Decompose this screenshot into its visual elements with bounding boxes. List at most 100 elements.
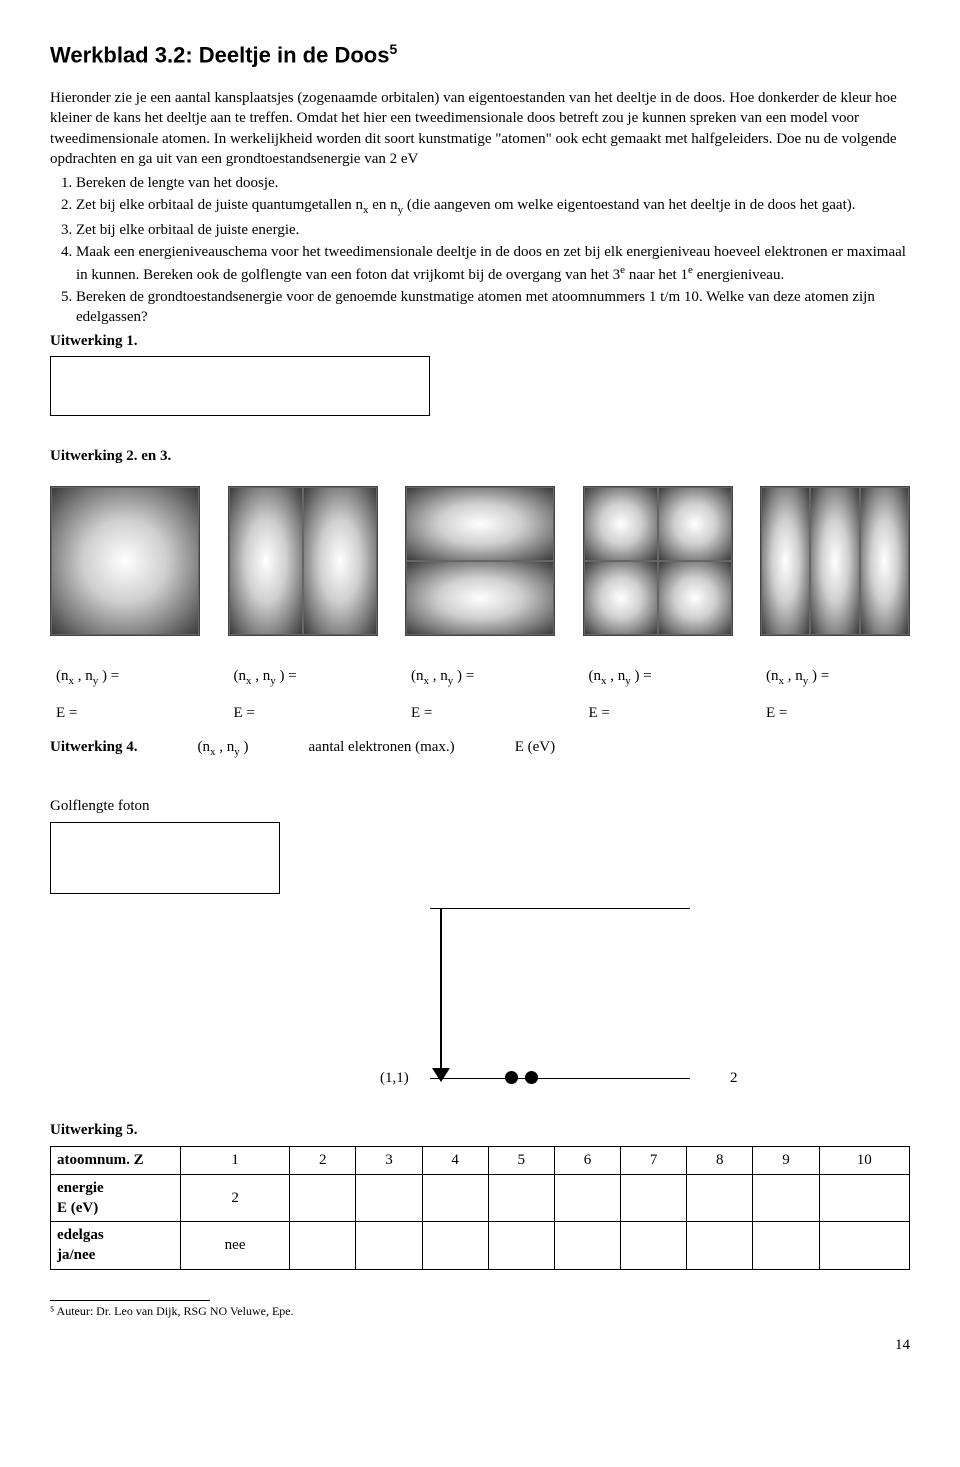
orbitals-row [50, 486, 910, 636]
orbital-lobe [658, 561, 732, 635]
energy-level-diagram: (1,1) 2 [310, 908, 810, 1108]
table-cell[interactable] [290, 1222, 356, 1270]
table-cell: 2 [290, 1147, 356, 1174]
table-cell[interactable] [488, 1222, 554, 1270]
orbital-lobe [406, 561, 554, 635]
golflengte-answer-box[interactable] [50, 822, 280, 894]
task-item: Zet bij elke orbitaal de juiste quantumg… [76, 195, 910, 218]
footnote-text: ⁵ Auteur: Dr. Leo van Dijk, RSG NO Veluw… [50, 1303, 910, 1319]
table-cell[interactable] [621, 1174, 687, 1222]
table-cell: 3 [356, 1147, 422, 1174]
golflengte-section: Golflengte foton [50, 796, 910, 894]
page-number: 14 [50, 1335, 910, 1355]
edelgas-row-label: edelgasja/nee [51, 1222, 181, 1270]
task-item: Bereken de lengte van het doosje. [76, 173, 910, 193]
energy-label: E = [50, 703, 200, 723]
nxy-label: (nx , ny ) = [583, 666, 733, 689]
nxy-labels-row: (nx , ny ) = (nx , ny ) = (nx , ny ) = (nx … [50, 666, 910, 689]
task-list: Bereken de lengte van het doosje. Zet bi… [50, 173, 910, 327]
footnote-separator [50, 1300, 210, 1301]
nxy-label: (nx , ny ) = [760, 666, 910, 689]
energy-label: E = [583, 703, 733, 723]
orbital-lobe [761, 487, 810, 635]
orbital-lobe [860, 487, 909, 635]
uitw4-col-nxy: (nx , ny ) [198, 737, 249, 760]
table-cell: nee [181, 1222, 290, 1270]
table-cell: 4 [422, 1147, 488, 1174]
table-cell[interactable] [488, 1174, 554, 1222]
e-labels-row: E = E = E = E = E = [50, 703, 910, 723]
uitw4-col-eev: E (eV) [515, 737, 555, 760]
orbital-box [760, 486, 910, 636]
nxy-label: (nx , ny ) = [50, 666, 200, 689]
intro-paragraph: Hieronder zie je een aantal kansplaatsje… [50, 88, 910, 169]
title-main: Werkblad 3.2: Deeltje in de Doos [50, 42, 389, 67]
uitwerking-4-heading: Uitwerking 4. [50, 737, 138, 760]
table-cell[interactable] [753, 1222, 819, 1270]
energy-label: E = [228, 703, 378, 723]
table-cell: 7 [621, 1147, 687, 1174]
table-cell[interactable] [687, 1222, 753, 1270]
table-cell[interactable] [422, 1222, 488, 1270]
table-cell: 5 [488, 1147, 554, 1174]
uitwerking-5-heading: Uitwerking 5. [50, 1120, 910, 1140]
level-line-upper [430, 908, 690, 909]
table-cell: 2 [181, 1174, 290, 1222]
table-cell[interactable] [290, 1174, 356, 1222]
table-cell: 8 [687, 1147, 753, 1174]
orbital-box [405, 486, 555, 636]
level-label-right: 2 [730, 1068, 738, 1088]
atom-table: atoomnum. Z 1 2 3 4 5 6 7 8 9 10 energie… [50, 1146, 910, 1269]
task-item: Zet bij elke orbitaal de juiste energie. [76, 220, 910, 240]
table-cell[interactable] [819, 1222, 909, 1270]
task-item: Maak een energieniveauschema voor het tw… [76, 242, 910, 285]
energy-label: E = [760, 703, 910, 723]
energy-label: E = [405, 703, 555, 723]
answer-box-1[interactable] [50, 356, 430, 416]
orbital-lobe [658, 487, 732, 561]
orbital-box [228, 486, 378, 636]
table-row: atoomnum. Z 1 2 3 4 5 6 7 8 9 10 [51, 1147, 910, 1174]
atom-header-label: atoomnum. Z [51, 1147, 181, 1174]
orbital-lobe [406, 487, 554, 561]
nxy-label: (nx , ny ) = [405, 666, 555, 689]
table-cell: 1 [181, 1147, 290, 1174]
table-cell: 10 [819, 1147, 909, 1174]
uitw4-col-max: aantal elektronen (max.) [309, 737, 455, 760]
table-cell: 6 [554, 1147, 620, 1174]
orbital-lobe [584, 487, 658, 561]
table-row: energieE (eV) 2 [51, 1174, 910, 1222]
orbital-lobe [303, 487, 377, 635]
nxy-label: (nx , ny ) = [228, 666, 378, 689]
orbital-box [50, 486, 200, 636]
level-line-lower [430, 1078, 690, 1079]
table-cell[interactable] [621, 1222, 687, 1270]
transition-arrow-shaft [440, 908, 442, 1078]
table-cell[interactable] [356, 1174, 422, 1222]
orbital-lobe [51, 487, 199, 635]
table-cell[interactable] [554, 1222, 620, 1270]
table-cell: 9 [753, 1147, 819, 1174]
uitwerking-23-heading: Uitwerking 2. en 3. [50, 446, 910, 466]
orbital-box [583, 486, 733, 636]
level-label-left: (1,1) [380, 1068, 409, 1088]
table-row: edelgasja/nee nee [51, 1222, 910, 1270]
uitwerking-4-row: Uitwerking 4. (nx , ny ) aantal elektron… [50, 737, 910, 760]
golflengte-heading: Golflengte foton [50, 796, 910, 816]
table-cell[interactable] [422, 1174, 488, 1222]
electron-dot [505, 1071, 518, 1084]
orbital-lobe [810, 487, 859, 635]
table-cell[interactable] [687, 1174, 753, 1222]
table-cell[interactable] [554, 1174, 620, 1222]
table-cell[interactable] [753, 1174, 819, 1222]
orbital-lobe [229, 487, 303, 635]
transition-arrow-head [432, 1068, 450, 1082]
uitwerking-1-heading: Uitwerking 1. [50, 331, 910, 351]
page-title: Werkblad 3.2: Deeltje in de Doos5 [50, 40, 910, 70]
task-item: Bereken de grondtoestandsenergie voor de… [76, 287, 910, 328]
energy-row-label: energieE (eV) [51, 1174, 181, 1222]
table-cell[interactable] [356, 1222, 422, 1270]
table-cell[interactable] [819, 1174, 909, 1222]
title-super: 5 [389, 41, 397, 57]
electron-dot [525, 1071, 538, 1084]
